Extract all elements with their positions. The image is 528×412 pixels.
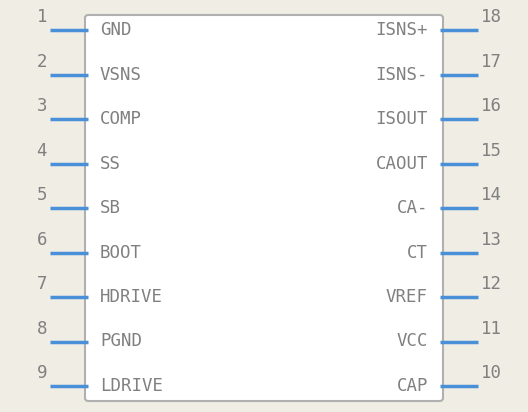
Text: SS: SS [100, 154, 121, 173]
Text: 7: 7 [36, 275, 47, 293]
Text: 1: 1 [36, 8, 47, 26]
Text: 13: 13 [481, 230, 502, 248]
Text: ISNS-: ISNS- [375, 66, 428, 84]
Text: 18: 18 [481, 8, 502, 26]
Text: PGND: PGND [100, 332, 142, 351]
Text: BOOT: BOOT [100, 243, 142, 262]
Text: ISOUT: ISOUT [375, 110, 428, 128]
Text: 14: 14 [481, 186, 502, 204]
Text: 11: 11 [481, 319, 502, 337]
Text: VCC: VCC [397, 332, 428, 351]
Text: CT: CT [407, 243, 428, 262]
FancyBboxPatch shape [85, 15, 443, 401]
Text: 4: 4 [36, 141, 47, 159]
Text: VSNS: VSNS [100, 66, 142, 84]
Text: 17: 17 [481, 52, 502, 70]
Text: VREF: VREF [386, 288, 428, 306]
Text: HDRIVE: HDRIVE [100, 288, 163, 306]
Text: GND: GND [100, 21, 131, 39]
Text: CA-: CA- [397, 199, 428, 217]
Text: 3: 3 [36, 97, 47, 115]
Text: COMP: COMP [100, 110, 142, 128]
Text: 9: 9 [36, 364, 47, 382]
Text: CAP: CAP [397, 377, 428, 395]
Text: 6: 6 [36, 230, 47, 248]
Text: SB: SB [100, 199, 121, 217]
Text: LDRIVE: LDRIVE [100, 377, 163, 395]
Text: 15: 15 [481, 141, 502, 159]
Text: 16: 16 [481, 97, 502, 115]
Text: 2: 2 [36, 52, 47, 70]
Text: 12: 12 [481, 275, 502, 293]
Text: CAOUT: CAOUT [375, 154, 428, 173]
Text: 8: 8 [36, 319, 47, 337]
Text: 10: 10 [481, 364, 502, 382]
Text: ISNS+: ISNS+ [375, 21, 428, 39]
Text: 5: 5 [36, 186, 47, 204]
